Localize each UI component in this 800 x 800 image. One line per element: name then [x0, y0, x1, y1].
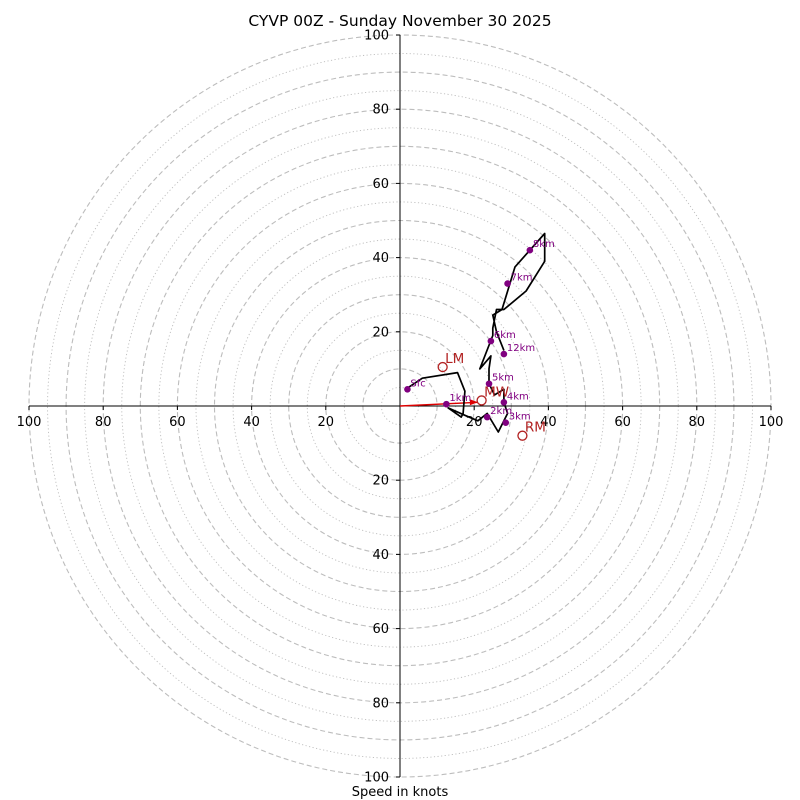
x-tick-label: 100 [17, 415, 42, 430]
y-tick-label: 60 [372, 177, 389, 192]
x-tick-label: 60 [614, 415, 631, 430]
storm-motion-label: RM [525, 420, 546, 436]
height-marker-label: 2km [490, 406, 512, 417]
height-marker [504, 280, 511, 287]
y-tick-label: 80 [372, 696, 389, 711]
height-marker-label: 5km [492, 373, 514, 384]
chart-title: CYVP 00Z - Sunday November 30 2025 [248, 12, 551, 30]
height-marker [485, 380, 493, 388]
height-marker-label: 6km [494, 330, 516, 341]
x-tick-label: 80 [95, 415, 112, 430]
y-tick-label: 60 [372, 622, 389, 637]
x-tick-label: 40 [540, 415, 557, 430]
mean-wind-vector [399, 401, 478, 407]
height-marker [404, 386, 411, 393]
height-marker [526, 246, 534, 254]
storm-motion-marker [476, 395, 487, 406]
tick-labels: 100 100 80 80 60 60 40 40 20 20 20 20 40 40 60 60 80 80 10… [17, 29, 784, 786]
storm-motion-label: MW [484, 384, 509, 400]
x-tick-label: 20 [318, 415, 335, 430]
height-marker [443, 400, 450, 408]
y-tick-label: 100 [364, 29, 389, 44]
height-marker-label: 7km [511, 273, 533, 284]
height-marker [500, 398, 508, 406]
x-tick-label: 60 [169, 415, 186, 430]
x-axis-label: Speed in knots [352, 785, 449, 800]
x-tick-label: 80 [689, 415, 706, 430]
storm-motion-marker [517, 430, 528, 441]
mean-wind-arrowhead [469, 399, 478, 406]
storm-motion-marker [437, 361, 448, 373]
x-tick-label: 100 [759, 415, 784, 430]
height-marker [487, 337, 495, 345]
height-marker-label: 12km [507, 343, 535, 354]
height-marker-label: 3km [509, 412, 531, 423]
height-marker [500, 350, 508, 358]
y-tick-label: 80 [372, 103, 389, 118]
height-marker [502, 419, 510, 426]
y-tick-label: 100 [364, 771, 389, 786]
height-marker-label: 8km [533, 239, 555, 250]
height-marker [483, 413, 491, 421]
height-marker-label: 4km [507, 391, 529, 402]
hodograph-trace [405, 232, 546, 433]
y-tick-label: 20 [372, 325, 389, 340]
x-tick-label: 20 [466, 415, 483, 430]
x-tick-label: 40 [243, 415, 260, 430]
y-tick-label: 20 [372, 474, 389, 489]
height-marker-label: Sfc [410, 378, 425, 389]
storm-motion-label: LM [445, 351, 464, 367]
y-tick-label: 40 [372, 251, 389, 266]
y-tick-label: 40 [372, 548, 389, 563]
height-marker-label: 1km [449, 393, 471, 404]
